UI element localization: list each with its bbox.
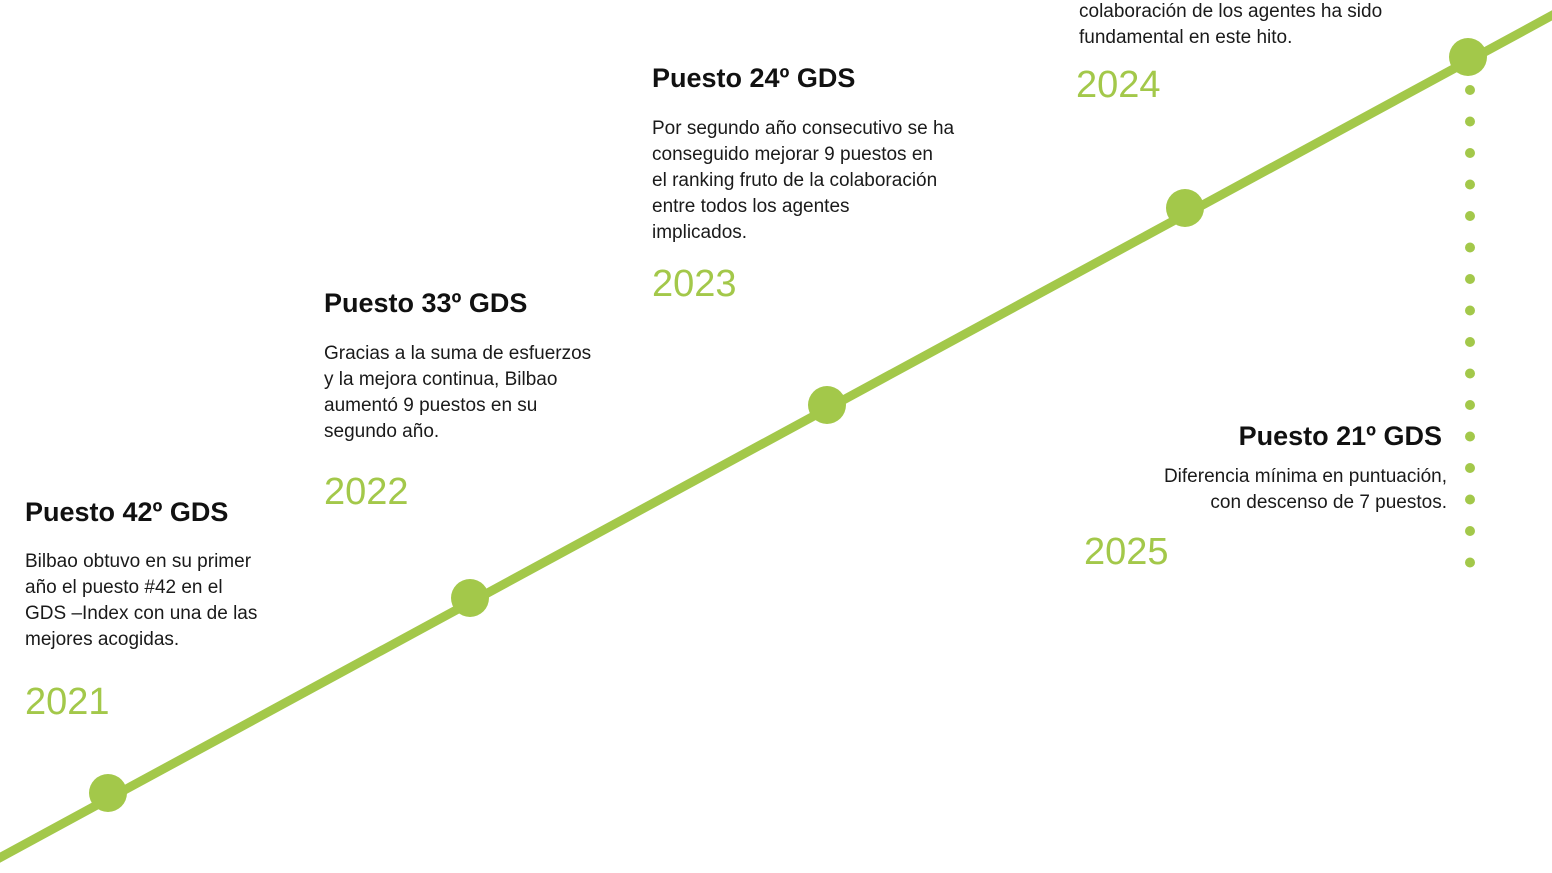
node [1449,38,1487,76]
dot [1465,274,1475,284]
dot [1465,463,1475,473]
node [1166,189,1204,227]
dot [1465,116,1475,127]
timeline-nodes [89,38,1487,812]
milestone-description: segundo año. [324,421,439,442]
dot [1465,337,1475,347]
milestone-year: 2023 [652,263,737,305]
milestone-description: Bilbao obtuvo en su primer [25,551,252,572]
dot [1465,557,1475,568]
dot [1465,148,1475,158]
dot [1465,368,1475,379]
milestone-year: 2022 [324,471,409,513]
milestone-description: entre todos los agentes [652,196,850,217]
milestone-texts: Puesto 42º GDS Bilbao obtuvo en su primer… [25,1,1447,723]
dot [1465,526,1475,536]
milestone-description: aumentó 9 puestos en su [324,395,537,416]
node [451,579,489,617]
milestone-description: Por segundo año consecutivo se ha [652,118,955,139]
milestone-year: 2024 [1076,64,1161,106]
milestone-description: implicados. [652,222,747,243]
milestone-title: Puesto 42º GDS [25,497,228,527]
milestone-description: Diferencia mínima en puntuación, [1164,466,1447,487]
milestone-description: y la mejora continua, Bilbao [324,369,557,390]
dot [1465,400,1475,410]
milestone-description: fundamental en este hito. [1079,27,1292,48]
milestone-year: 2021 [25,681,110,723]
milestone-description: conseguido mejorar 9 puestos en [652,144,933,165]
milestone-description: año el puesto #42 en el [25,577,223,598]
dot [1465,305,1475,316]
dot [1465,179,1475,190]
dot [1465,494,1475,505]
milestone-year: 2025 [1084,531,1169,573]
milestone-description: Gracias a la suma de esfuerzos [324,343,591,364]
milestone-title: Puesto 33º GDS [324,288,527,318]
milestone-description: el ranking fruto de la colaboración [652,170,937,191]
node [89,774,127,812]
dotted-connector [1465,85,1475,568]
node [808,386,846,424]
dot [1465,85,1475,95]
milestone-description: GDS –Index con una de las [25,603,257,624]
milestone-description: mejores acogidas. [25,629,179,650]
timeline-line [0,10,1552,863]
milestone-description: colaboración de los agentes ha sido [1079,1,1382,22]
dot [1465,211,1475,221]
milestone-title: Puesto 21º GDS [1239,421,1442,451]
milestone-description: con descenso de 7 puestos. [1210,492,1447,513]
dot [1465,431,1475,442]
milestone-title: Puesto 24º GDS [652,63,855,93]
dot [1465,242,1475,253]
